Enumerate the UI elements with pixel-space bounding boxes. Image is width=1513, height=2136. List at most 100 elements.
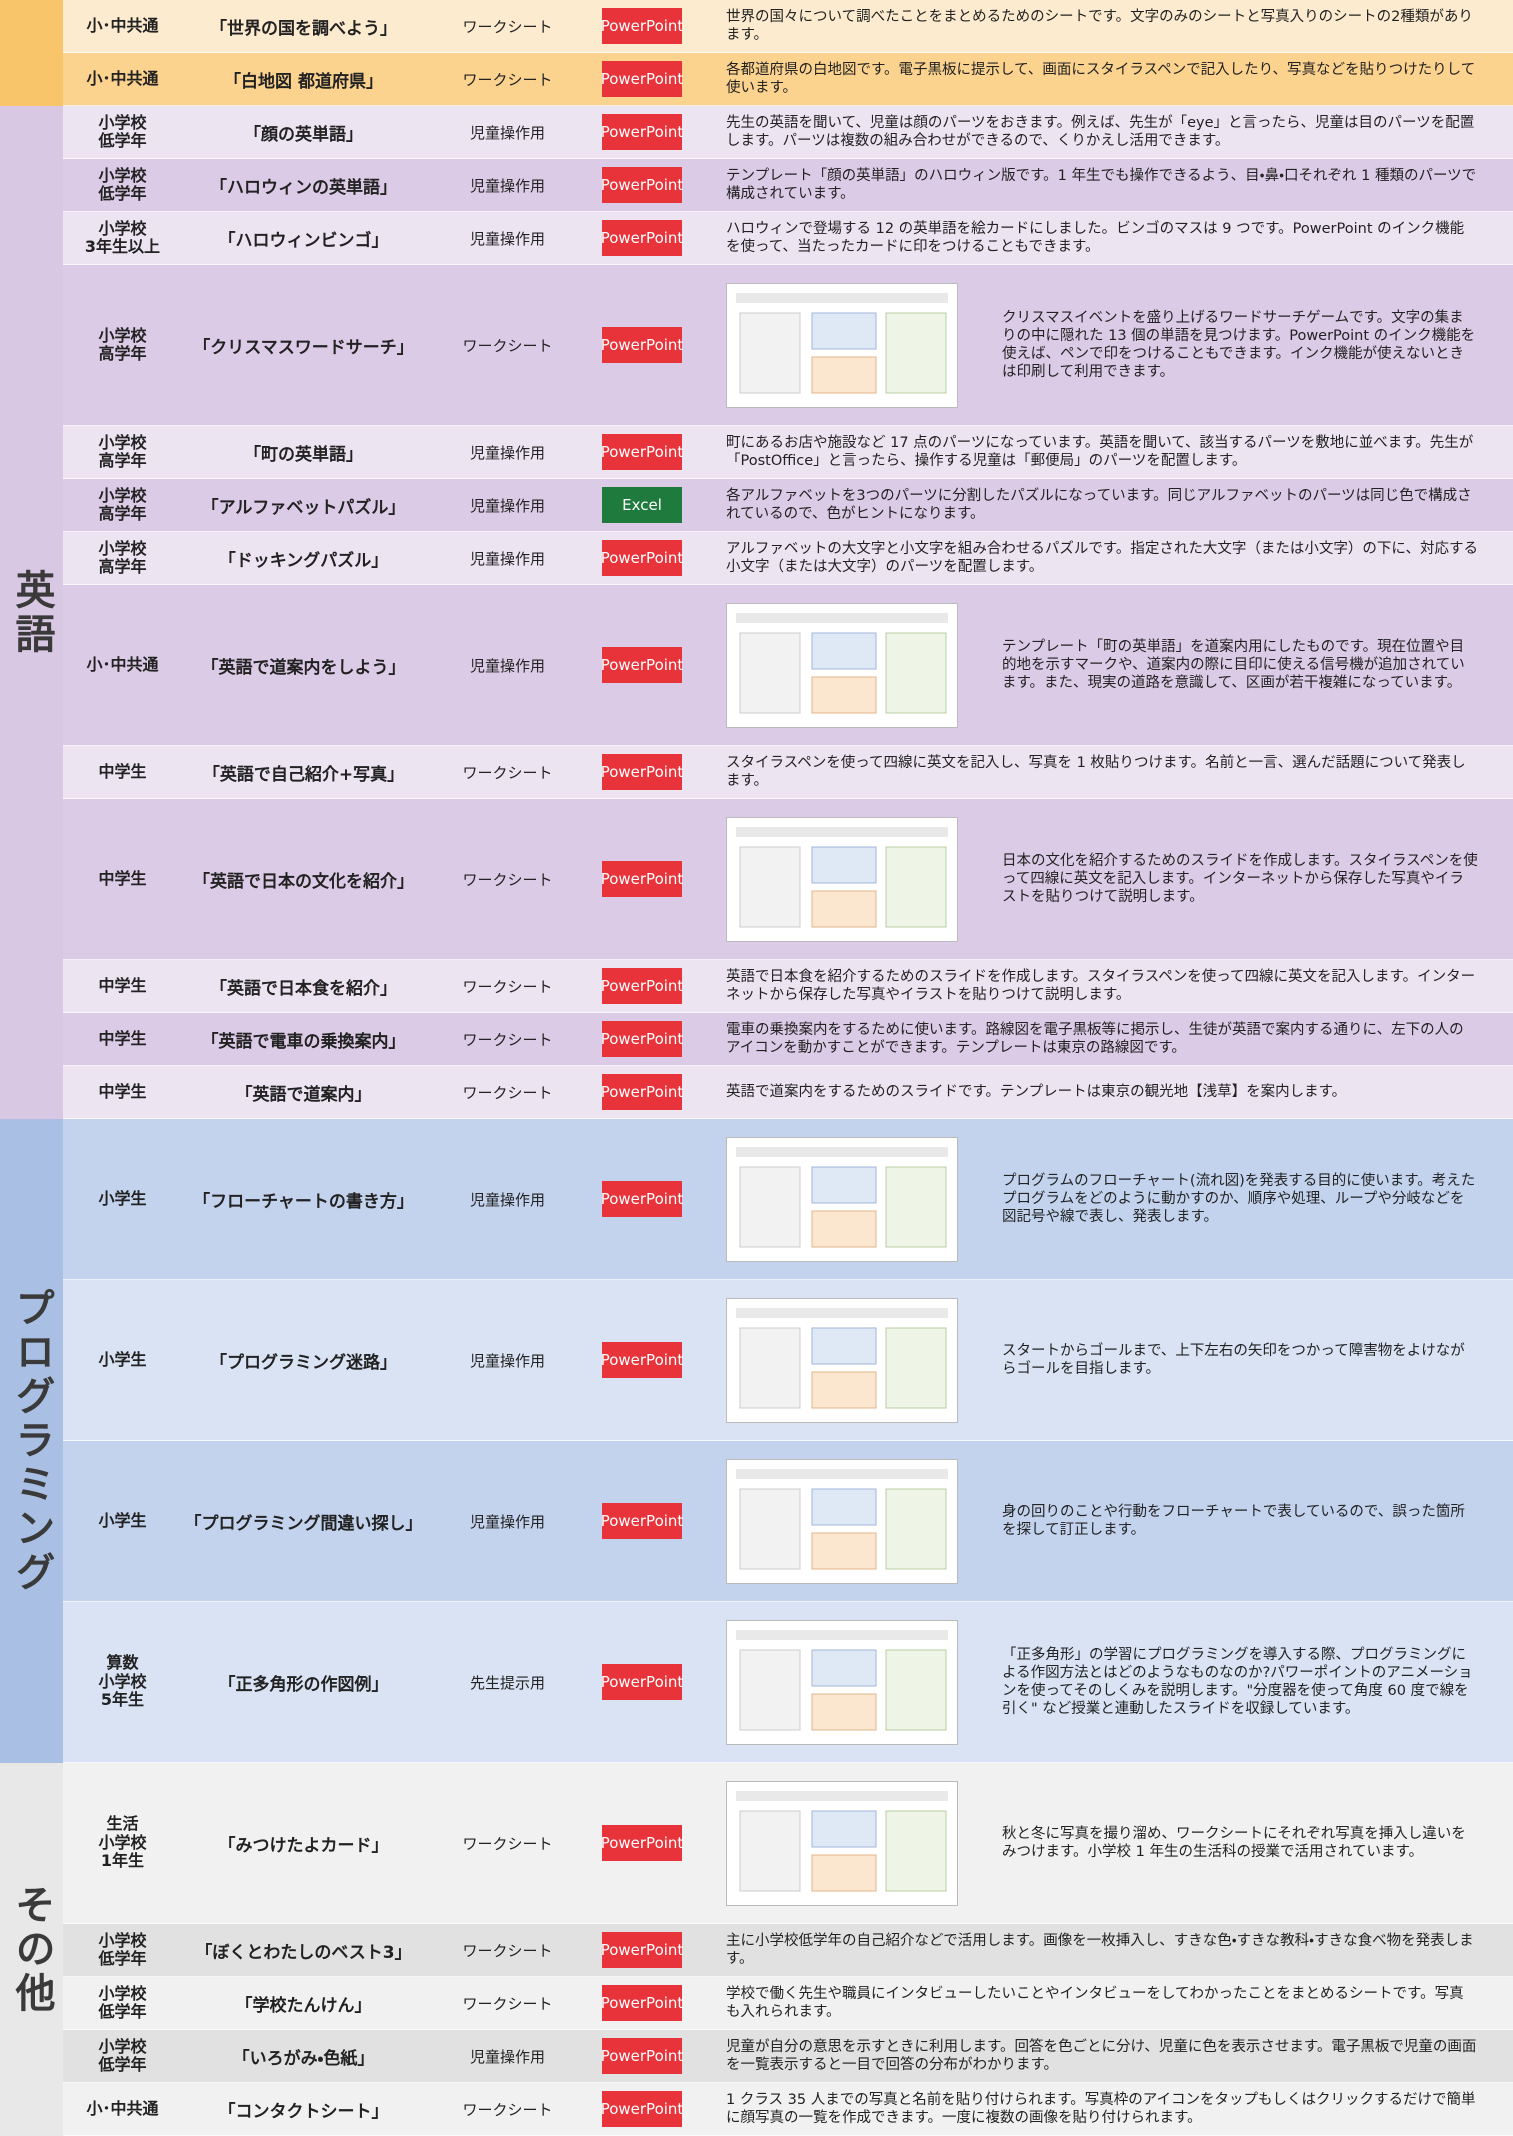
- level: 中学生: [98, 975, 147, 995]
- level: 小学校 低学年: [98, 2036, 147, 2074]
- app-badge: PowerPoint: [601, 1664, 683, 1700]
- row: 中学生 「英語で自己紹介+写真」 ワークシート PowerPoint スタイラスペンを使…: [63, 746, 1513, 799]
- title: 「ドッキングパズル」: [218, 550, 389, 571]
- thumbnail-image: [726, 1781, 958, 1906]
- row: 小学校 高学年 「アルファベットパズル」 児童操作用 Excel 各アルファベットを3つ…: [63, 479, 1513, 532]
- title: 「英語で道案内をしよう」: [201, 657, 406, 678]
- usage-type: 児童操作用: [469, 549, 545, 568]
- title: 「ぼくとわたしのベスト3」: [195, 1942, 412, 1963]
- row: 小学校 低学年 「学校たんけん」 ワークシート PowerPoint 学校で働く先生や職…: [63, 1977, 1513, 2030]
- app-badge: PowerPoint: [601, 434, 683, 470]
- app-badge: PowerPoint: [601, 167, 683, 203]
- usage-type: ワークシート: [462, 1941, 553, 1960]
- row: 小･中共通 「コンタクトシート」 ワークシート PowerPoint 1 クラス 35 …: [63, 2083, 1513, 2136]
- app-badge: PowerPoint: [601, 1181, 683, 1217]
- app-badge: Excel: [602, 487, 682, 523]
- description: 身の回りのことや行動をフローチャートで表しているので、誤った箇所を探して訂正しま…: [1002, 1503, 1465, 1538]
- level: 小学校 低学年: [98, 1930, 147, 1968]
- level: 小学校 低学年: [98, 1983, 147, 2021]
- level: 中学生: [98, 761, 147, 781]
- section-label: プログラミング: [8, 1287, 55, 1595]
- row: 小学校 高学年 「クリスマスワードサーチ」 ワークシート PowerPoint クリスマ…: [63, 265, 1513, 426]
- section-label: 英語: [8, 568, 55, 657]
- level: 小･中共通: [86, 654, 159, 674]
- description: 世界の国々について調べたことをまとめるためのシートです。文字のみのシートと写真入…: [726, 8, 1473, 43]
- usage-type: ワークシート: [462, 1030, 553, 1049]
- title: 「プログラミング間違い探し」: [184, 1513, 423, 1534]
- usage-type: ワークシート: [462, 336, 553, 355]
- title: 「英語で自己紹介+写真」: [202, 764, 405, 785]
- description: 秋と冬に写真を撮り溜め、ワークシートにそれぞれ写真を挿入し違いをみつけます。小学…: [1002, 1825, 1466, 1860]
- row: 中学生 「英語で電車の乗換案内」 ワークシート PowerPoint 電車の乗換案内をす…: [63, 1013, 1513, 1066]
- level: 中学生: [98, 868, 147, 888]
- section: プログラミング 小学生 「フローチャートの書き方」 児童操作用 PowerPoint プロ…: [0, 1119, 1513, 1763]
- level: 小･中共通: [86, 68, 159, 88]
- section-label-column: [0, 0, 63, 106]
- title: 「学校たんけん」: [235, 1995, 372, 2016]
- app-badge: PowerPoint: [601, 1503, 683, 1539]
- level: 中学生: [98, 1081, 147, 1101]
- section: その他 生活 小学校 1年生 「みつけたよカード」 ワークシート PowerPoint 秋…: [0, 1763, 1513, 2136]
- app-badge: PowerPoint: [601, 8, 683, 44]
- usage-type: ワークシート: [462, 1994, 553, 2013]
- title: 「世界の国を調べよう」: [210, 18, 397, 39]
- usage-type: 先生提示用: [469, 1673, 545, 1692]
- level: 算数 小学校 5年生: [98, 1653, 147, 1710]
- thumbnail: [726, 283, 958, 408]
- thumbnail: [726, 1137, 958, 1262]
- description: 日本の文化を紹介するためのスライドを作成します。スタイラスペンを使って四線に英文…: [1002, 852, 1478, 906]
- description: 町にあるお店や施設など 17 点のパーツになっています。英語を聞いて、該当するパ…: [726, 434, 1474, 469]
- description: 英語で日本食を紹介するためのスライドを作成します。スタイラスペンを使って四線に英…: [726, 968, 1476, 1003]
- thumbnail-image: [726, 1298, 958, 1423]
- row: 生活 小学校 1年生 「みつけたよカード」 ワークシート PowerPoint 秋と冬に…: [63, 1763, 1513, 1924]
- description: 電車の乗換案内をするために使います。路線図を電子黒板等に掲示し、生徒が英語で案内…: [726, 1021, 1464, 1056]
- rows: 小･中共通 「世界の国を調べよう」 ワークシート PowerPoint 世界の国々につい…: [63, 0, 1513, 106]
- usage-type: 児童操作用: [469, 229, 545, 248]
- app-badge: PowerPoint: [601, 61, 683, 97]
- description: 1 クラス 35 人までの写真と名前を貼り付けられます。写真枠のアイコンをタップ…: [726, 2091, 1476, 2126]
- row: 小学校 高学年 「町の英単語」 児童操作用 PowerPoint 町にあるお店や施設など…: [63, 426, 1513, 479]
- app-badge: PowerPoint: [601, 1074, 683, 1110]
- usage-type: ワークシート: [462, 2100, 553, 2119]
- description: テンプレート「町の英単語」を道案内用にしたものです。現在位置や目的地を示すマーク…: [1002, 638, 1465, 692]
- title: 「コンタクトシート」: [218, 2101, 389, 2122]
- row: 小学校 高学年 「ドッキングパズル」 児童操作用 PowerPoint アルファベットの…: [63, 532, 1513, 585]
- section: 小･中共通 「世界の国を調べよう」 ワークシート PowerPoint 世界の国々につい…: [0, 0, 1513, 106]
- level: 小学校 3年生以上: [84, 218, 161, 256]
- row: 小学校 低学年 「顔の英単語」 児童操作用 PowerPoint 先生の英語を聞いて、児…: [63, 106, 1513, 159]
- usage-type: 児童操作用: [469, 443, 545, 462]
- level: 小学校 低学年: [98, 112, 147, 150]
- app-badge: PowerPoint: [601, 540, 683, 576]
- section-label-column: その他: [0, 1763, 63, 2136]
- row: 中学生 「英語で日本食を紹介」 ワークシート PowerPoint 英語で日本食を紹介す…: [63, 960, 1513, 1013]
- app-badge: PowerPoint: [601, 2038, 683, 2074]
- title: 「アルファベットパズル」: [201, 497, 406, 518]
- usage-type: ワークシート: [462, 17, 553, 36]
- row: 小学校 低学年 「ハロウィンの英単語」 児童操作用 PowerPoint テンプレート「…: [63, 159, 1513, 212]
- row: 小学校 低学年 「ぼくとわたしのベスト3」 ワークシート PowerPoint 主に小学…: [63, 1924, 1513, 1977]
- thumbnail: [726, 603, 958, 728]
- app-badge: PowerPoint: [601, 220, 683, 256]
- thumbnail-image: [726, 283, 958, 408]
- title: 「顔の英単語」: [244, 124, 363, 145]
- thumbnail-image: [726, 817, 958, 942]
- usage-type: ワークシート: [462, 70, 553, 89]
- description: 主に小学校低学年の自己紹介などで活用します。画像を一枚挿入し、すきな色・すきな教…: [726, 1932, 1474, 1967]
- rows: 小学校 低学年 「顔の英単語」 児童操作用 PowerPoint 先生の英語を聞いて、児…: [63, 106, 1513, 1119]
- description: 「正多角形」の学習にプログラミングを導入する際、プログラミングによる作図方法とは…: [1002, 1646, 1473, 1718]
- description: 各アルファベットを3つのパーツに分割したパズルになっています。同じアルファベット…: [726, 487, 1472, 522]
- level: 小学生: [98, 1349, 147, 1369]
- title: 「英語で日本の文化を紹介」: [193, 871, 414, 892]
- app-badge: PowerPoint: [601, 1932, 683, 1968]
- usage-type: 児童操作用: [469, 2047, 545, 2066]
- level: 小学生: [98, 1510, 147, 1530]
- level: 小･中共通: [86, 2098, 159, 2118]
- title: 「英語で電車の乗換案内」: [201, 1031, 406, 1052]
- description: 各都道府県の白地図です。電子黒板に提示して、画面にスタイラスペンで記入したり、写…: [726, 61, 1476, 96]
- row: 小･中共通 「英語で道案内をしよう」 児童操作用 PowerPoint テンプレート「町…: [63, 585, 1513, 746]
- description: テンプレート「顔の英単語」のハロウィン版です。1 年生でも操作できるよう、目・鼻…: [726, 167, 1477, 202]
- description: ハロウィンで登場する 12 の英単語を絵カードにしました。ビンゴのマスは 9 つ…: [726, 220, 1465, 255]
- title: 「みつけたよカード」: [218, 1835, 389, 1856]
